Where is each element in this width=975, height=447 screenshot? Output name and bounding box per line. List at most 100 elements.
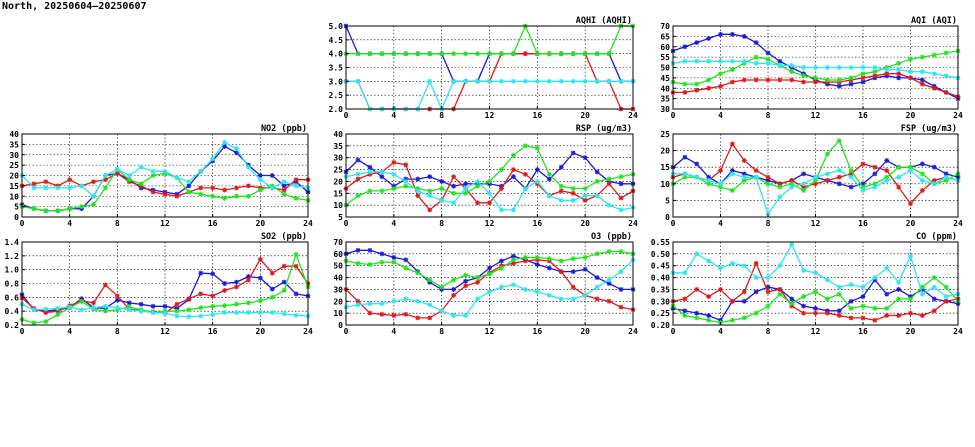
- data-point: [741, 315, 747, 321]
- data-point: [729, 260, 735, 266]
- x-tick-label: 24: [953, 327, 963, 336]
- data-point: [511, 282, 516, 288]
- data-point: [475, 179, 480, 184]
- y-tick-label: 0.4: [5, 307, 20, 316]
- y-tick-label: 30: [660, 105, 670, 114]
- data-point: [872, 275, 878, 280]
- data-point: [222, 310, 227, 315]
- data-point: [174, 313, 180, 319]
- data-point: [114, 171, 120, 176]
- x-tick-label: 20: [256, 327, 266, 336]
- y-tick-label: 60: [660, 43, 670, 52]
- data-point: [943, 73, 949, 79]
- data-point: [729, 79, 735, 85]
- x-tick-label: 0: [671, 111, 676, 120]
- data-point: [582, 155, 588, 161]
- y-tick-label: 10: [333, 201, 343, 210]
- data-point: [546, 292, 552, 298]
- data-point: [741, 298, 747, 304]
- data-point: [427, 207, 433, 213]
- y-tick-label: 0.8: [5, 280, 20, 289]
- data-point: [534, 51, 540, 57]
- data-point: [269, 310, 275, 315]
- y-tick-label: 50: [333, 262, 343, 271]
- x-tick-label: 12: [811, 111, 821, 120]
- data-point: [594, 51, 600, 57]
- data-point: [884, 168, 890, 173]
- data-point: [558, 269, 564, 275]
- y-tick-label: 40: [9, 130, 19, 139]
- data-point: [919, 178, 925, 183]
- data-point: [293, 183, 299, 189]
- x-tick-label: 24: [628, 327, 638, 336]
- data-point: [836, 308, 842, 314]
- data-point: [451, 287, 457, 292]
- data-point: [582, 266, 588, 272]
- x-tick-label: 20: [906, 327, 916, 336]
- data-point: [765, 178, 771, 183]
- x-tick-label: 16: [208, 219, 218, 228]
- data-point: [813, 306, 818, 311]
- data-point: [487, 51, 492, 57]
- data-point: [558, 164, 564, 170]
- data-point: [499, 167, 504, 172]
- data-point: [765, 50, 771, 56]
- data-point: [257, 298, 263, 304]
- chart-title: AQHI (AQHI): [576, 16, 632, 26]
- data-point: [246, 193, 251, 199]
- data-point: [31, 185, 37, 191]
- data-point: [403, 296, 409, 302]
- y-tick-label: 25: [660, 130, 670, 139]
- data-point: [682, 296, 688, 302]
- data-point: [706, 178, 712, 183]
- data-point: [415, 298, 421, 304]
- data-point: [126, 304, 132, 310]
- data-point: [777, 58, 783, 64]
- data-point: [582, 51, 588, 57]
- data-point: [403, 51, 409, 57]
- data-point: [103, 173, 108, 178]
- x-tick-label: 20: [580, 219, 590, 228]
- data-point: [872, 317, 878, 323]
- data-point: [872, 181, 878, 187]
- y-tick-label: 5.0: [329, 22, 344, 31]
- x-tick-label: 12: [811, 219, 821, 228]
- data-point: [246, 183, 251, 189]
- y-tick-label: 40: [333, 130, 343, 139]
- x-tick-label: 12: [485, 111, 495, 120]
- data-point: [210, 303, 216, 309]
- y-tick-label: 35: [333, 142, 343, 151]
- data-point: [138, 301, 144, 307]
- y-tick-label: 0.20: [651, 321, 670, 330]
- x-tick-label: 4: [67, 327, 72, 336]
- data-point: [789, 181, 795, 187]
- data-point: [55, 306, 61, 311]
- data-point: [427, 51, 433, 57]
- data-point: [729, 58, 735, 64]
- data-point: [931, 284, 937, 290]
- page-title: North, 20250604–20250607: [2, 1, 147, 12]
- data-point: [836, 181, 842, 187]
- data-point: [534, 78, 540, 84]
- x-tick-label: 4: [718, 219, 723, 228]
- data-point: [836, 168, 842, 173]
- data-point: [836, 174, 842, 180]
- data-point: [884, 265, 890, 271]
- data-point: [281, 183, 287, 189]
- data-point: [741, 171, 747, 177]
- data-point: [753, 60, 759, 66]
- data-point: [91, 202, 96, 207]
- data-point: [522, 51, 528, 57]
- data-point: [789, 63, 795, 68]
- data-point: [487, 289, 492, 295]
- data-point: [753, 77, 759, 83]
- data-point: [31, 320, 37, 326]
- data-point: [558, 183, 564, 189]
- data-point: [475, 275, 480, 280]
- data-point: [67, 185, 73, 191]
- data-point: [150, 168, 156, 174]
- data-point: [198, 168, 204, 174]
- data-point: [415, 193, 421, 199]
- data-point: [246, 277, 251, 283]
- data-point: [860, 184, 866, 190]
